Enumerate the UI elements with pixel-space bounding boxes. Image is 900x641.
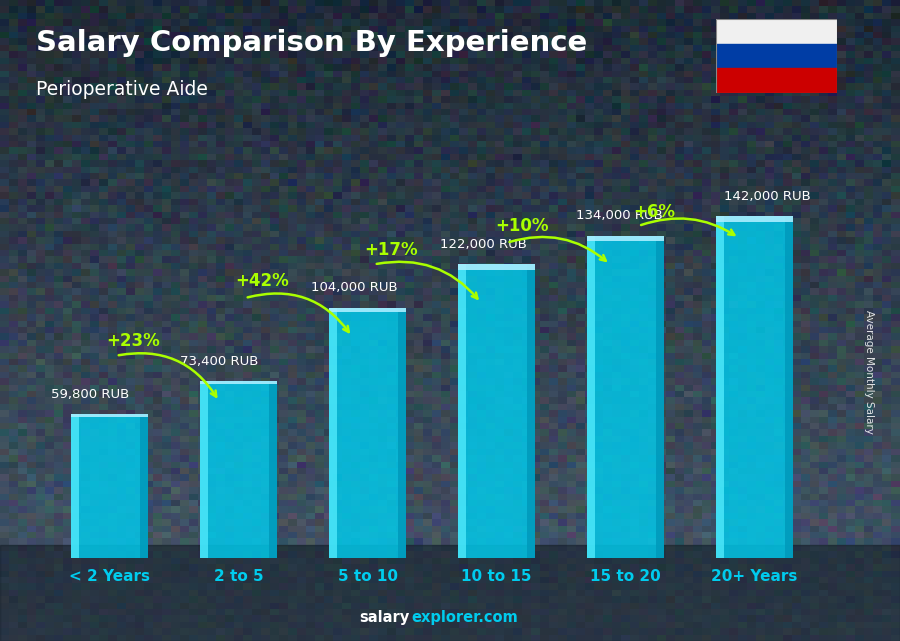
Text: +17%: +17% [364, 241, 418, 259]
Bar [200, 381, 277, 558]
Bar [587, 235, 664, 242]
Bar [716, 44, 837, 69]
Bar [716, 19, 837, 44]
Bar [200, 381, 277, 385]
Bar [140, 414, 148, 558]
Text: Perioperative Aide: Perioperative Aide [36, 80, 208, 99]
Bar [0, 545, 900, 641]
Bar [71, 414, 148, 417]
Bar [786, 217, 793, 558]
Bar [527, 264, 536, 558]
Text: +10%: +10% [496, 217, 549, 235]
Text: explorer.com: explorer.com [411, 610, 518, 625]
Bar [587, 235, 595, 558]
Text: 142,000 RUB: 142,000 RUB [724, 190, 811, 203]
Bar [328, 308, 406, 558]
Bar [716, 217, 793, 558]
Bar [71, 414, 148, 558]
Text: 59,800 RUB: 59,800 RUB [51, 388, 130, 401]
Bar [716, 217, 724, 558]
Bar [458, 264, 536, 558]
Text: 122,000 RUB: 122,000 RUB [440, 238, 527, 251]
Bar [656, 235, 664, 558]
Text: Average Monthly Salary: Average Monthly Salary [863, 310, 874, 434]
Text: +6%: +6% [633, 203, 675, 221]
Bar [458, 264, 536, 270]
Bar [458, 264, 465, 558]
Bar [200, 381, 208, 558]
Bar [399, 308, 406, 558]
Bar [716, 69, 837, 93]
Text: +23%: +23% [106, 332, 159, 351]
Bar [587, 235, 664, 558]
Bar [71, 414, 78, 558]
Text: 104,000 RUB: 104,000 RUB [311, 281, 398, 294]
Text: Salary Comparison By Experience: Salary Comparison By Experience [36, 29, 587, 57]
Bar [328, 308, 337, 558]
Text: 73,400 RUB: 73,400 RUB [180, 355, 258, 368]
Text: 134,000 RUB: 134,000 RUB [576, 210, 662, 222]
Bar [269, 381, 277, 558]
Text: salary: salary [359, 610, 410, 625]
Bar [716, 217, 793, 222]
Bar [328, 308, 406, 312]
Text: +42%: +42% [235, 272, 289, 290]
